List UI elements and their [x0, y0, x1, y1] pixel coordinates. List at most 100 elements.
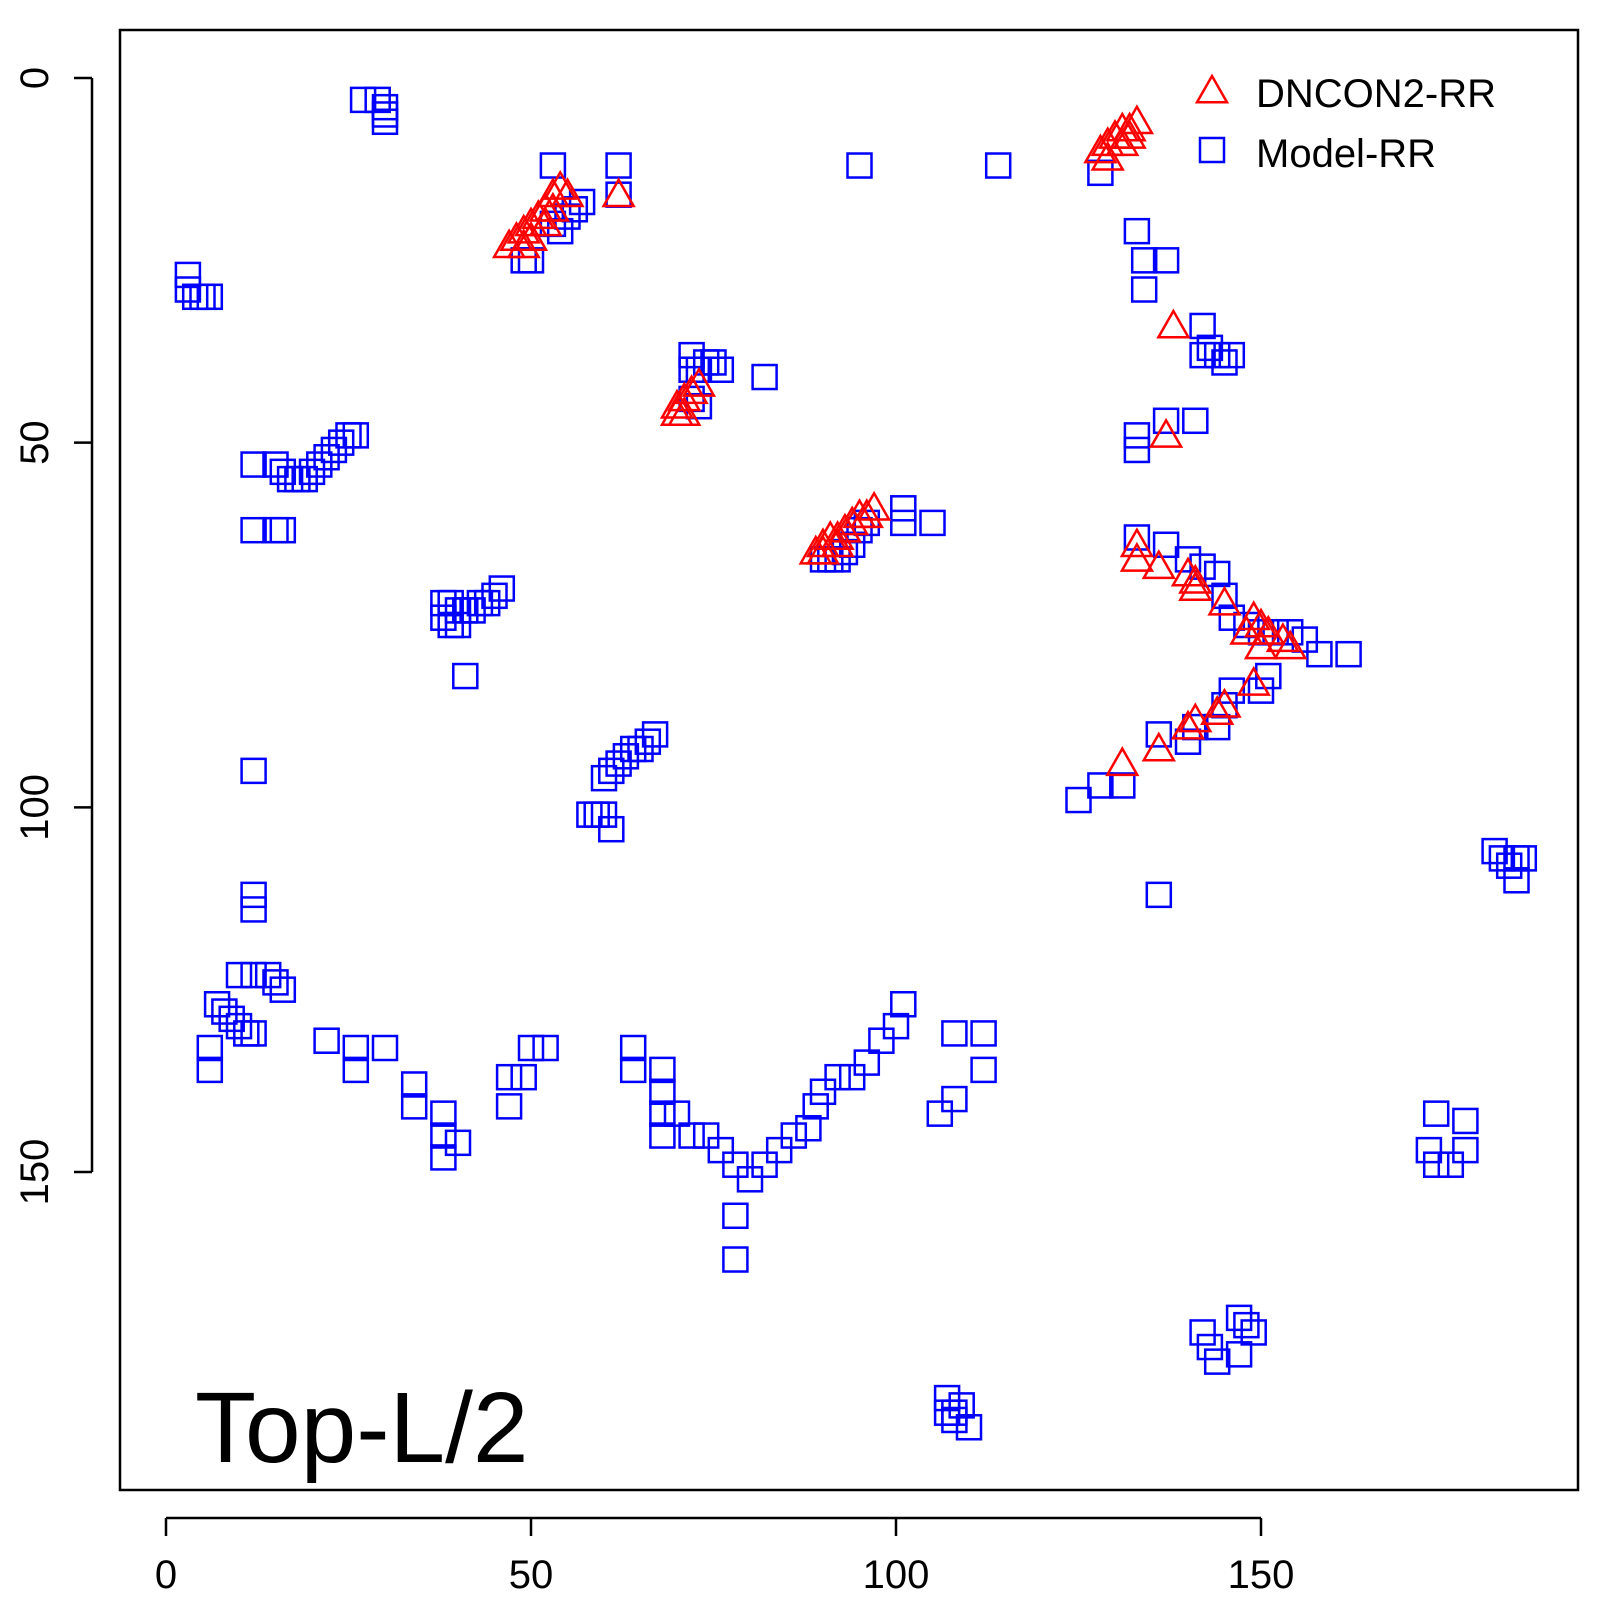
model-rr-point [649, 1056, 676, 1084]
model-rr-point [488, 575, 516, 602]
model-rr-point [284, 465, 311, 493]
model-rr-point [685, 356, 713, 383]
x-tick-label: 100 [863, 1553, 930, 1597]
model-rr-point [1211, 582, 1238, 610]
dncon2-rr-series [491, 104, 1308, 777]
model-rr-point [1233, 1311, 1260, 1339]
model-rr-point [1415, 1136, 1443, 1164]
model-rr-point [225, 961, 253, 989]
model-rr-point [678, 1122, 705, 1149]
dncon2-rr-point [1141, 731, 1176, 762]
model-rr-point [1203, 713, 1231, 741]
model-rr-point [890, 991, 917, 1018]
model-rr-point [612, 743, 640, 770]
model-rr-point [233, 1020, 260, 1047]
dncon2-rr-point [1229, 614, 1264, 645]
model-rr-point [262, 451, 289, 478]
model-rr-point [174, 261, 202, 289]
model-rr-point [1182, 407, 1209, 435]
legend-marker-model [1198, 136, 1226, 164]
model-rr-point [890, 509, 917, 537]
model-rr-point [430, 604, 457, 631]
model-rr-point [619, 1034, 647, 1062]
dncon2-rr-point [856, 490, 892, 521]
model-rr-point [240, 757, 267, 785]
dncon2-rr-point [1178, 563, 1213, 594]
model-rr-point [576, 801, 603, 828]
model-rr-point [1196, 1333, 1224, 1361]
dncon2-rr-point [506, 213, 541, 244]
model-rr-point [240, 451, 267, 478]
dncon2-rr-point [1170, 709, 1206, 740]
model-rr-point [1087, 159, 1114, 187]
model-rr-point [722, 1202, 749, 1230]
model-rr-point [970, 1020, 997, 1047]
model-rr-point [510, 247, 537, 274]
model-rr-point [459, 597, 486, 624]
dncon2-rr-point [849, 498, 884, 529]
x-tick-label: 150 [1228, 1553, 1295, 1597]
model-rr-point [320, 436, 348, 464]
model-rr-point [1174, 728, 1202, 755]
dncon2-rr-point [1119, 541, 1155, 572]
dncon2-rr-point [659, 395, 695, 426]
dncon2-rr-point [550, 177, 585, 208]
model-rr-point [1123, 436, 1151, 464]
model-rr-point [218, 1005, 245, 1033]
model-rr-point [364, 86, 391, 114]
model-rr-point [751, 363, 778, 391]
dncon2-rr-point [1083, 133, 1118, 164]
model-rr-point [1123, 217, 1151, 245]
model-rr-point [1255, 662, 1282, 690]
model-rr-point [1189, 341, 1216, 369]
model-rr-point [1481, 837, 1508, 865]
dncon2-rr-point [1207, 585, 1242, 616]
x-axis: 0 50 100 150 [155, 1516, 1295, 1597]
model-rr-point [532, 1034, 559, 1062]
model-rr-point [1225, 1304, 1253, 1332]
model-rr-point [868, 1027, 895, 1054]
model-rr-point [481, 582, 508, 610]
model-rr-point [838, 1063, 866, 1091]
dncon2-rr-point [1119, 527, 1155, 558]
model-rr-point [240, 1020, 267, 1047]
model-rr-point [1203, 341, 1231, 369]
dncon2-rr-point [506, 228, 541, 259]
model-rr-point [619, 1056, 647, 1084]
dncon2-rr-point [659, 388, 695, 419]
model-rr-point [1065, 786, 1092, 814]
model-rr-point [262, 516, 289, 544]
dncon2-rr-point [1148, 417, 1184, 448]
dncon2-rr-point [805, 534, 841, 565]
model-rr-point [955, 1414, 983, 1441]
dncon2-rr-point [1105, 746, 1140, 777]
dncon2-rr-point [1141, 549, 1176, 580]
model-rr-point [291, 465, 318, 493]
model-rr-point [444, 597, 472, 624]
model-rr-point [1240, 1319, 1267, 1346]
model-rr-point [495, 1093, 523, 1120]
model-rr-point [919, 509, 946, 537]
model-rr-point [444, 1129, 472, 1157]
model-rr-point [298, 458, 326, 486]
model-rr-point [765, 1136, 793, 1164]
model-rr-point [933, 1399, 961, 1426]
model-rr-point [1225, 1341, 1253, 1368]
model-rr-point [181, 283, 209, 311]
model-rr-point [1130, 247, 1158, 274]
model-rr-point [605, 750, 632, 777]
model-rr-point [371, 108, 399, 136]
model-rr-point [1087, 772, 1114, 799]
model-rr-point [678, 341, 705, 369]
model-rr-point [824, 1063, 851, 1091]
dncon2-rr-point [820, 519, 855, 550]
model-rr-point [174, 276, 202, 303]
model-rr-point [371, 1034, 399, 1062]
model-rr-point [1437, 1151, 1465, 1178]
model-rr-point [371, 93, 399, 121]
model-rr-point [1452, 1136, 1479, 1164]
dncon2-rr-point [1178, 571, 1213, 602]
model-rr-series [174, 86, 1538, 1441]
model-rr-point [795, 1114, 822, 1142]
